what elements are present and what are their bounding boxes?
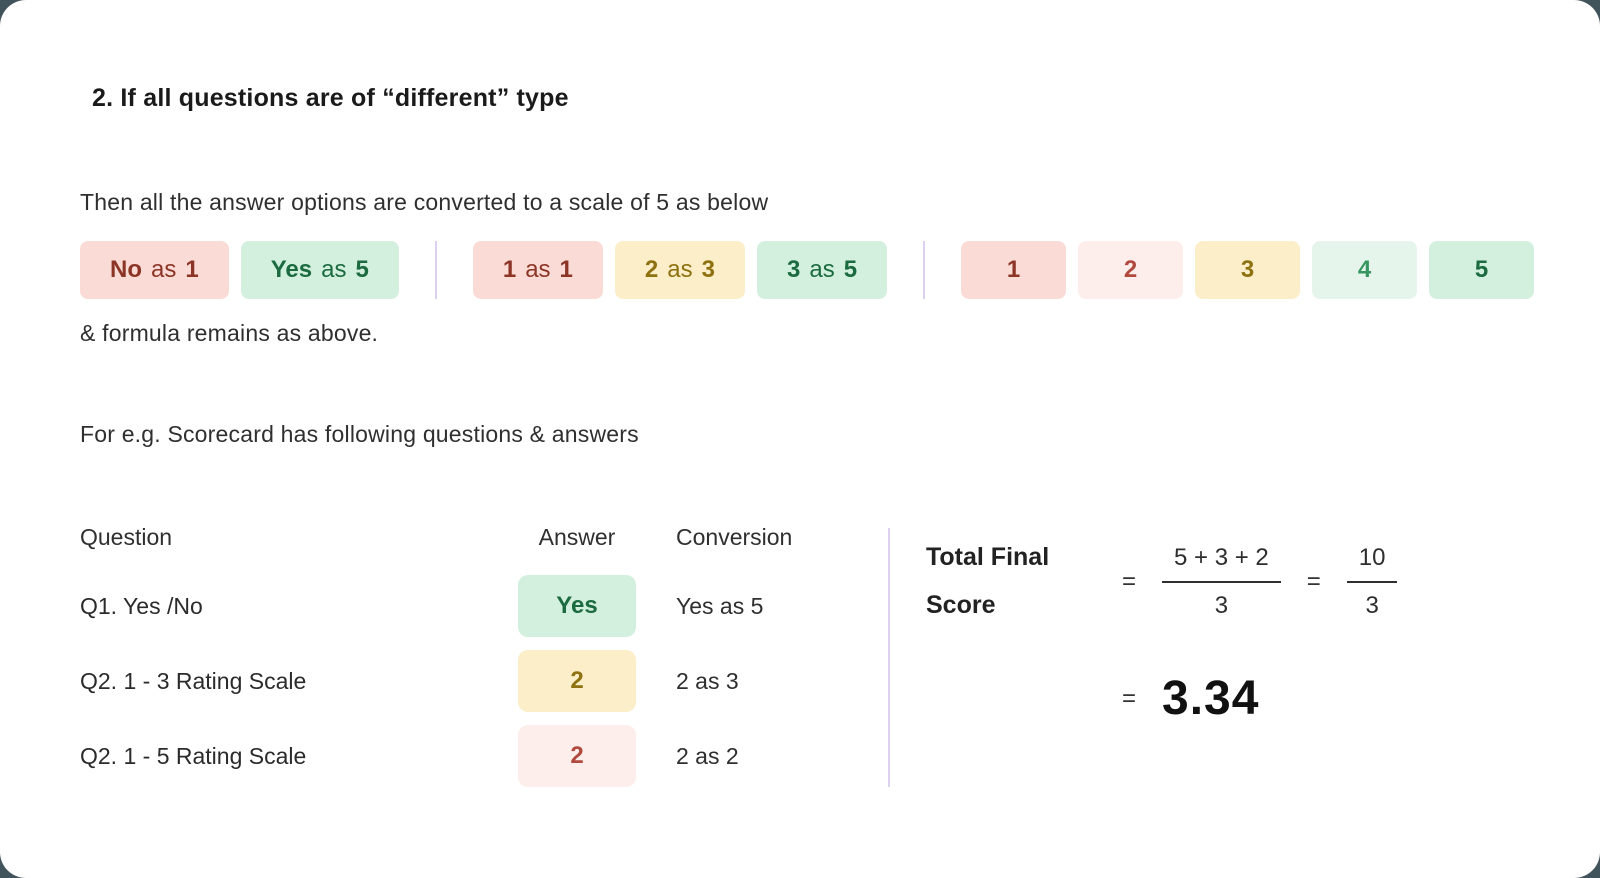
chip-1-as-1: 1 as 1 (472, 241, 603, 299)
final-score-value: 3.34 (1162, 672, 1260, 725)
chip-scale5-1: 1 (961, 241, 1067, 299)
chip-group-divider (434, 241, 437, 299)
table-row-question: Q2. 1 - 5 Rating Scale (80, 742, 307, 769)
chip-group-divider (923, 241, 926, 299)
equals-sign: = (1306, 567, 1321, 595)
label-line-2: Score (926, 590, 996, 619)
table-row-conversion: Yes as 5 (676, 592, 764, 619)
chip-yes-as-5: Yes as 5 (240, 241, 399, 299)
table-row-question: Q1. Yes /No (80, 592, 203, 619)
formula-row-fractions: Total Final Score = 5 + 3 + 2 3 = 10 3 (926, 534, 1398, 629)
chip-value-left: 3 (786, 256, 801, 283)
chip-value-right: 5 (843, 256, 858, 283)
intro-text: Then all the answer options are converte… (80, 189, 769, 215)
chip-value-left: 1 (502, 256, 517, 283)
chip-scale5-5: 5 (1429, 241, 1535, 299)
chip-as-word: as (321, 256, 347, 283)
simplified-fraction: 10 3 (1346, 544, 1398, 620)
chip-as-word: as (151, 256, 177, 283)
chip-value-right: 3 (701, 256, 715, 283)
table-row-answer-chip: 2 (518, 650, 636, 712)
chip-2-as-3: 2 as 3 (614, 241, 745, 299)
chip-scale5-4: 4 (1312, 241, 1418, 299)
chip-no-as-1: No as 1 (80, 241, 229, 299)
chip-as-word: as (525, 256, 551, 283)
table-row-conversion: 2 as 2 (676, 742, 739, 769)
formula-note-text: & formula remains as above. (80, 320, 379, 346)
total-score-formula: Total Final Score = 5 + 3 + 2 3 = 10 3 =… (890, 524, 1398, 787)
section-heading: 2. If all questions are of “different” t… (92, 84, 569, 112)
fraction-denominator: 3 (1365, 591, 1379, 619)
column-header-answer: Answer (538, 524, 616, 550)
example-intro-text: For e.g. Scorecard has following questio… (80, 421, 639, 447)
chip-value-left: Yes (270, 256, 313, 283)
chip-as-word: as (809, 256, 835, 283)
question-answer-table: Question Answer Conversion Q1. Yes /No Y… (80, 524, 888, 787)
chip-value-left: No (110, 256, 142, 283)
chip-value-left: 2 (644, 256, 659, 283)
sum-fraction: 5 + 3 + 2 3 (1162, 544, 1281, 620)
label-line-1: Total Final (926, 543, 1050, 571)
formula-row-result: = 3.34 (1096, 671, 1397, 726)
fraction-denominator: 3 (1214, 591, 1229, 619)
column-header-conversion: Conversion (676, 524, 793, 550)
table-row-answer-chip: Yes (518, 575, 636, 637)
table-row-question: Q2. 1 - 3 Rating Scale (80, 667, 307, 694)
example-section: Question Answer Conversion Q1. Yes /No Y… (80, 524, 1540, 787)
fraction-numerator: 5 + 3 + 2 (1162, 544, 1281, 583)
fraction-numerator: 10 (1346, 544, 1398, 583)
equals-sign: = (1122, 567, 1137, 595)
chip-value-right: 5 (355, 256, 369, 283)
chip-scale5-3: 3 (1195, 241, 1301, 299)
chip-value-right: 1 (185, 256, 199, 283)
formula-divider (888, 528, 890, 787)
equals-sign: = (1122, 684, 1137, 712)
chip-3-as-5: 3 as 5 (756, 241, 888, 299)
chip-as-word: as (667, 256, 693, 283)
chip-value-right: 1 (559, 256, 573, 283)
conversion-chips-row: No as 1 Yes as 5 1 as 1 2 as 3 3 as 5 1 (80, 241, 1540, 299)
total-final-score-label: Total Final Score (926, 534, 1096, 629)
table-row-conversion: 2 as 3 (676, 667, 739, 694)
chip-scale5-2: 2 (1078, 241, 1184, 299)
column-header-question: Question (80, 524, 173, 550)
table-row-answer-chip: 2 (518, 725, 636, 787)
